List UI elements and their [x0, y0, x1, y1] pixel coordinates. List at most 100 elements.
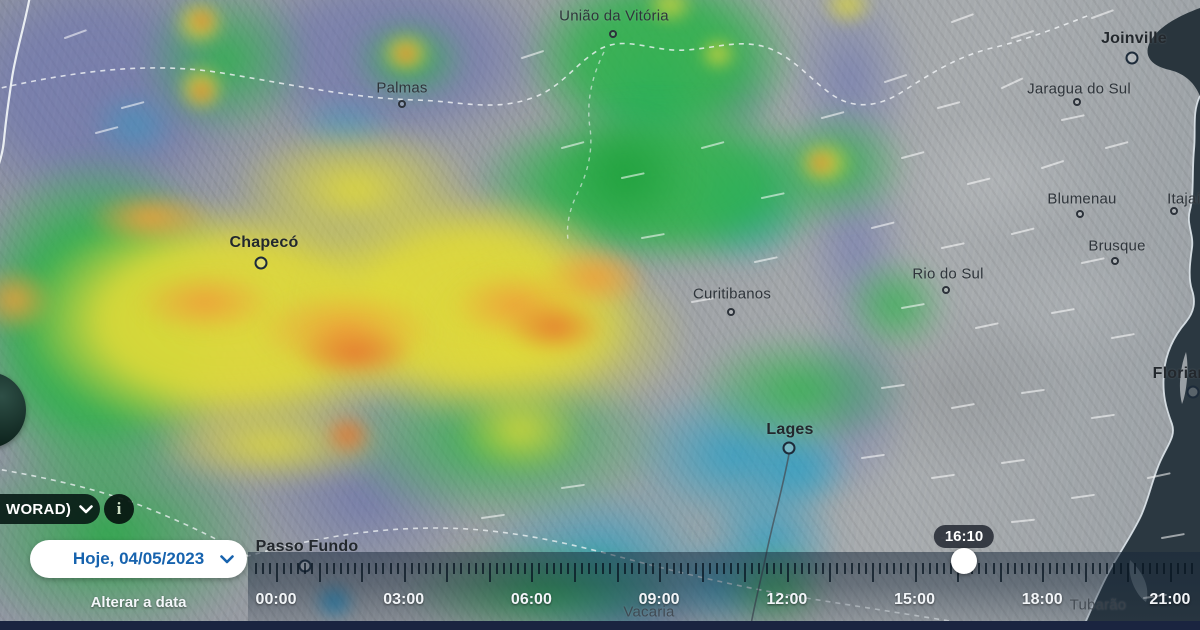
city-label: Curitibanos [692, 285, 772, 303]
wind-streak [951, 13, 974, 23]
precip-blob [698, 36, 738, 72]
precip-blob [806, 150, 836, 176]
city-label: Florian [1152, 365, 1200, 382]
wind-streak [1001, 77, 1023, 89]
precip-blob [188, 8, 216, 34]
atlantic-water [1082, 96, 1200, 630]
city-label: Brusque [1088, 237, 1146, 255]
precip-blob [230, 125, 480, 255]
city-label: Rio do Sul [912, 265, 984, 283]
wind-streak [1111, 333, 1135, 339]
wind-streak [1091, 9, 1114, 19]
chevron-down-icon [220, 555, 234, 564]
wind-streak [951, 403, 975, 409]
precip-blob [322, 412, 374, 458]
wind-streak [1011, 227, 1035, 235]
precip-blob [188, 78, 216, 104]
wind-streak [1071, 493, 1095, 499]
city-label: Palmas [376, 79, 428, 97]
wind-streak [901, 151, 925, 159]
city-marker [727, 308, 735, 316]
city-marker [298, 559, 312, 573]
city-label: Joinville [1101, 30, 1167, 47]
time-tooltip: 16:10 [933, 525, 995, 548]
wind-streak [691, 297, 715, 303]
wind-streak [1161, 533, 1185, 539]
city-label: Itajaí [1167, 190, 1200, 208]
city-marker [609, 30, 617, 38]
city-marker [1186, 385, 1200, 399]
wind-streak [884, 74, 907, 83]
precip-blob [560, 115, 690, 235]
city-label: Vacaria [623, 603, 675, 621]
wind-streak [641, 233, 665, 239]
city-label: Tubarão [1069, 596, 1127, 614]
city-marker [1125, 51, 1139, 65]
coastline-highlight [1081, 95, 1200, 630]
precip-blob [455, 385, 585, 475]
city-label: Passo Fundo [255, 538, 359, 555]
wind-streak [931, 473, 955, 479]
wind-streak [561, 483, 585, 489]
wind-streak [881, 383, 905, 389]
bottom-bar [0, 621, 1200, 630]
island-sliver [1179, 352, 1188, 404]
wind-streak [1001, 458, 1025, 464]
info-icon: i [116, 499, 122, 518]
city-marker [782, 441, 796, 455]
bay-joinville [1147, 8, 1200, 96]
precip-blob [135, 270, 275, 335]
state-border-north [0, 13, 1093, 106]
timeline-handle[interactable] [951, 548, 977, 574]
wind-streak [1011, 30, 1034, 39]
wind-streak [481, 513, 505, 519]
river-line [0, 0, 31, 165]
wind-streak [1051, 308, 1075, 314]
wind-streak [754, 256, 778, 263]
wind-streak [1021, 388, 1045, 394]
city-marker [1073, 98, 1081, 106]
city-label: Lages [766, 421, 814, 438]
layer-selector-button[interactable]: WORAD) [0, 494, 100, 524]
city-marker [398, 100, 406, 108]
wind-streak [1041, 160, 1064, 169]
city-label: União da Vitória [559, 7, 669, 25]
wind-streak [121, 101, 145, 109]
city-marker [1076, 210, 1084, 218]
city-label: Blumenau [1047, 190, 1117, 208]
wind-streak [861, 453, 885, 459]
chevron-down-icon [79, 504, 93, 513]
wind-streak [561, 141, 585, 149]
wind-streak [1011, 518, 1035, 523]
date-selector-button[interactable]: Hoje, 04/05/2023 [30, 540, 247, 578]
wind-streak [1147, 472, 1171, 479]
wind-streak [95, 126, 119, 134]
wind-streak [941, 242, 965, 249]
wind-streak [64, 29, 87, 39]
wind-streak [901, 303, 925, 309]
precip-blob [295, 325, 415, 380]
wind-streaks [64, 9, 1185, 599]
precip-blob [540, 245, 650, 310]
city-marker [254, 256, 268, 270]
precip-blob [392, 42, 420, 66]
wind-streak [937, 101, 961, 109]
border-branch [566, 51, 605, 241]
wind-streak [701, 141, 725, 149]
wind-streak [1061, 114, 1085, 121]
precip-blob [505, 300, 605, 355]
wind-streak [1091, 413, 1115, 419]
wind-streak [821, 111, 845, 119]
city-marker [942, 286, 950, 294]
wind-streak [975, 322, 999, 329]
city-label: Jaragua do Sul [1027, 80, 1131, 98]
wind-streak [621, 172, 645, 179]
date-label: Hoje, 04/05/2023 [72, 549, 205, 568]
city-marker [1170, 207, 1178, 215]
change-date-label: Alterar a data [90, 594, 187, 611]
info-button[interactable]: i [104, 494, 134, 524]
